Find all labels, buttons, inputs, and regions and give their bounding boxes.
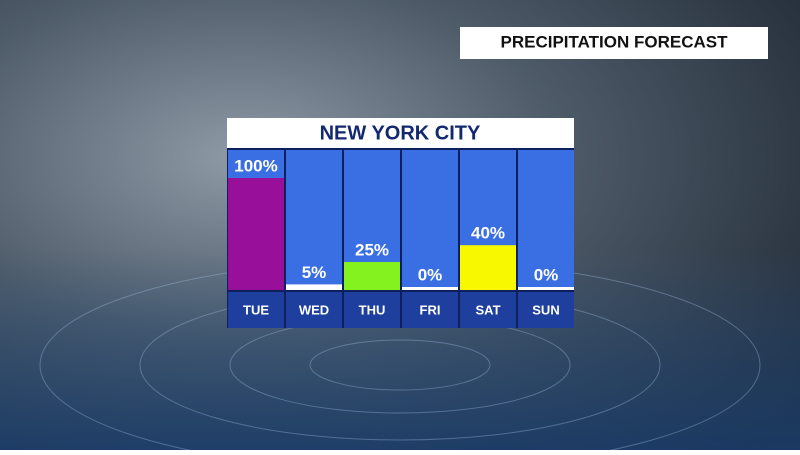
x-tick-label: THU <box>359 302 386 317</box>
column <box>402 150 458 290</box>
baseline <box>518 287 574 290</box>
header-box <box>460 27 768 59</box>
day-cell <box>344 292 400 328</box>
column <box>286 150 342 290</box>
x-tick-label: WED <box>299 302 329 317</box>
value-label: 0% <box>534 265 559 284</box>
value-label: 40% <box>471 224 505 243</box>
baseline <box>402 287 458 290</box>
panel <box>227 118 574 328</box>
day-cell <box>286 292 342 328</box>
bar <box>228 178 284 290</box>
bar <box>344 262 400 290</box>
value-label: 25% <box>355 240 389 259</box>
header-title: PRECIPITATION FORECAST <box>501 32 729 51</box>
bar <box>286 284 342 290</box>
x-tick-label: SUN <box>532 302 559 317</box>
value-label: 5% <box>302 263 327 282</box>
day-cell <box>228 292 284 328</box>
x-tick-label: SAT <box>475 302 500 317</box>
chart-title: NEW YORK CITY <box>320 122 481 144</box>
chart-title-box <box>227 118 574 148</box>
day-cell <box>460 292 516 328</box>
x-tick-label: FRI <box>420 302 441 317</box>
value-label: 0% <box>418 265 443 284</box>
column <box>518 150 574 290</box>
bar <box>460 245 516 290</box>
value-label: 100% <box>234 156 277 175</box>
day-cell <box>402 292 458 328</box>
day-cell <box>518 292 574 328</box>
x-tick-label: TUE <box>243 302 269 317</box>
